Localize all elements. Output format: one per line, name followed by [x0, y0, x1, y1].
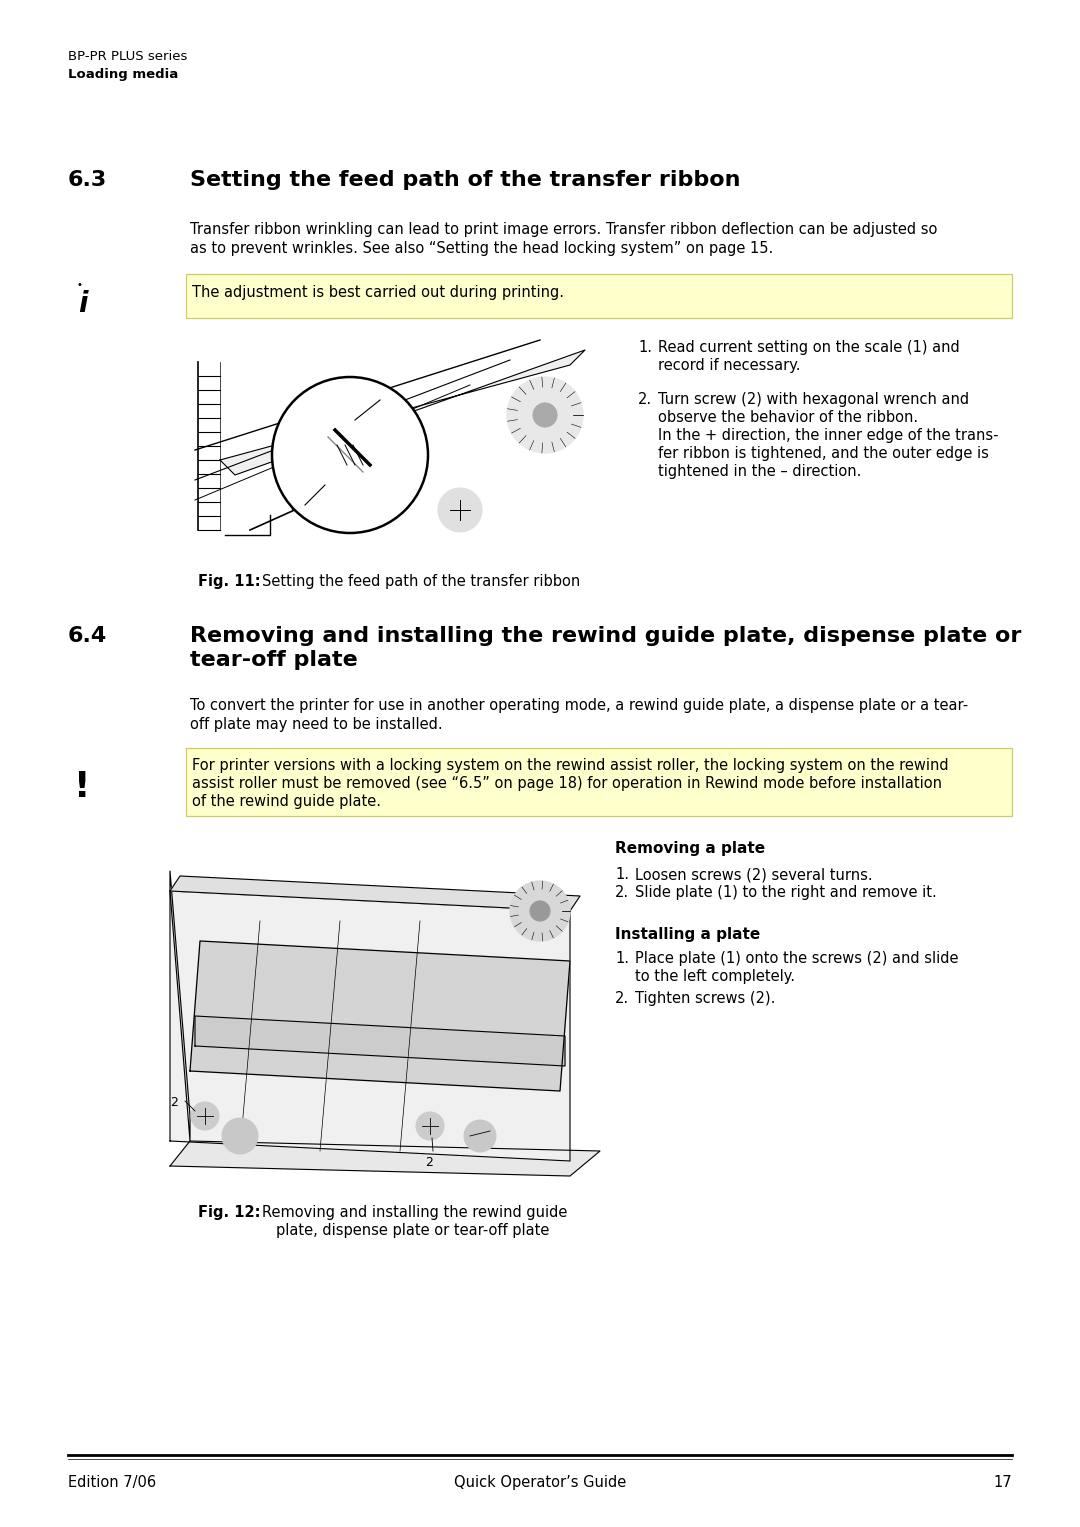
Text: 6.3: 6.3	[68, 169, 107, 189]
Text: To convert the printer for use in another operating mode, a rewind guide plate, : To convert the printer for use in anothe…	[190, 698, 968, 713]
Text: BP-PR PLUS series: BP-PR PLUS series	[68, 50, 187, 63]
Text: For printer versions with a locking system on the rewind assist roller, the lock: For printer versions with a locking syst…	[192, 757, 948, 773]
Text: Installing a plate: Installing a plate	[615, 927, 760, 942]
Text: to the left completely.: to the left completely.	[635, 970, 795, 983]
Text: Setting the feed path of the transfer ribbon: Setting the feed path of the transfer ri…	[262, 574, 580, 589]
Text: tightened in the – direction.: tightened in the – direction.	[658, 464, 862, 479]
Text: The adjustment is best carried out during printing.: The adjustment is best carried out durin…	[192, 286, 564, 299]
Circle shape	[272, 377, 428, 533]
Text: Tighten screws (2).: Tighten screws (2).	[635, 991, 775, 1006]
Text: Loosen screws (2) several turns.: Loosen screws (2) several turns.	[635, 867, 873, 883]
Polygon shape	[170, 1141, 600, 1176]
Text: 2: 2	[426, 1156, 433, 1170]
Text: Fig. 11:: Fig. 11:	[198, 574, 260, 589]
Text: tear-off plate: tear-off plate	[190, 651, 357, 670]
Circle shape	[510, 881, 570, 941]
Text: plate, dispense plate or tear-off plate: plate, dispense plate or tear-off plate	[276, 1223, 550, 1238]
Bar	[186, 748, 1012, 815]
Text: Removing and installing the rewind guide plate, dispense plate or: Removing and installing the rewind guide…	[190, 626, 1022, 646]
Circle shape	[222, 1118, 258, 1154]
Text: 1: 1	[475, 1125, 483, 1139]
Text: 2.: 2.	[615, 886, 630, 899]
Text: Loading media: Loading media	[68, 69, 178, 81]
Text: Read current setting on the scale (1) and: Read current setting on the scale (1) an…	[658, 341, 960, 354]
Text: i: i	[78, 290, 87, 318]
Text: Removing a plate: Removing a plate	[615, 841, 765, 857]
Text: Turn screw (2) with hexagonal wrench and: Turn screw (2) with hexagonal wrench and	[658, 392, 969, 408]
Circle shape	[534, 403, 557, 428]
Circle shape	[507, 377, 583, 454]
Text: 2.: 2.	[638, 392, 652, 408]
Text: 1: 1	[375, 386, 383, 400]
Text: Slide plate (1) to the right and remove it.: Slide plate (1) to the right and remove …	[635, 886, 936, 899]
Text: 2.: 2.	[615, 991, 630, 1006]
Text: Edition 7/06: Edition 7/06	[68, 1475, 157, 1490]
Text: •: •	[76, 279, 82, 290]
Polygon shape	[170, 876, 580, 912]
Bar	[186, 273, 1012, 318]
Text: 17: 17	[994, 1475, 1012, 1490]
Polygon shape	[170, 890, 570, 1161]
Text: observe the behavior of the ribbon.: observe the behavior of the ribbon.	[658, 411, 918, 425]
Text: of the rewind guide plate.: of the rewind guide plate.	[192, 794, 381, 809]
Text: record if necessary.: record if necessary.	[658, 357, 800, 373]
Text: !: !	[75, 770, 91, 805]
Polygon shape	[170, 870, 190, 1141]
Polygon shape	[190, 941, 570, 1090]
Text: 2: 2	[291, 499, 298, 513]
Text: Setting the feed path of the transfer ribbon: Setting the feed path of the transfer ri…	[190, 169, 741, 189]
Text: as to prevent wrinkles. See also “Setting the head locking system” on page 15.: as to prevent wrinkles. See also “Settin…	[190, 241, 773, 257]
Polygon shape	[220, 350, 585, 475]
Circle shape	[530, 901, 550, 921]
Text: Transfer ribbon wrinkling can lead to print image errors. Transfer ribbon deflec: Transfer ribbon wrinkling can lead to pr…	[190, 221, 937, 237]
Text: 1.: 1.	[615, 951, 629, 967]
Polygon shape	[195, 1015, 565, 1066]
Text: Quick Operator’s Guide: Quick Operator’s Guide	[454, 1475, 626, 1490]
Text: off plate may need to be installed.: off plate may need to be installed.	[190, 718, 443, 731]
Circle shape	[416, 1112, 444, 1141]
Text: 1.: 1.	[638, 341, 652, 354]
Circle shape	[438, 489, 482, 531]
Text: In the + direction, the inner edge of the trans-: In the + direction, the inner edge of th…	[658, 428, 999, 443]
Text: Fig. 12:: Fig. 12:	[198, 1205, 260, 1220]
Text: 1.: 1.	[615, 867, 629, 883]
Text: Removing and installing the rewind guide: Removing and installing the rewind guide	[262, 1205, 567, 1220]
Text: Place plate (1) onto the screws (2) and slide: Place plate (1) onto the screws (2) and …	[635, 951, 959, 967]
Text: 6.4: 6.4	[68, 626, 107, 646]
Text: fer ribbon is tightened, and the outer edge is: fer ribbon is tightened, and the outer e…	[658, 446, 989, 461]
Circle shape	[191, 1102, 219, 1130]
Circle shape	[464, 1119, 496, 1151]
Text: 2: 2	[170, 1096, 178, 1109]
Text: assist roller must be removed (see “6.5” on page 18) for operation in Rewind mod: assist roller must be removed (see “6.5”…	[192, 776, 942, 791]
